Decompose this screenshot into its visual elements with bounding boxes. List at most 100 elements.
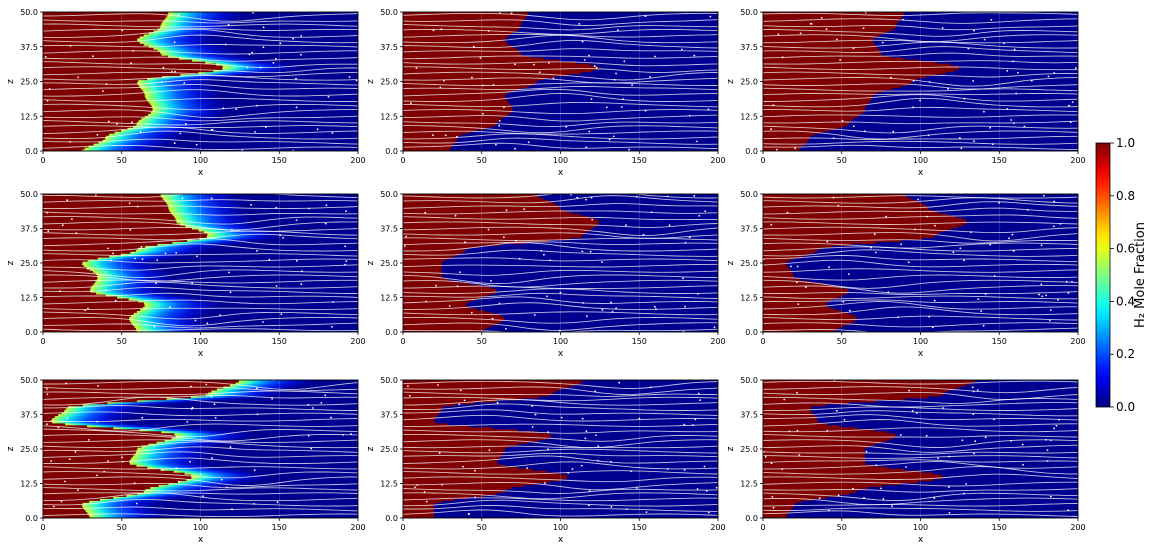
- x-tick-label: 100: [913, 523, 928, 532]
- heatmap-row: [876, 45, 1078, 49]
- y-tick-label: 50.0: [20, 190, 38, 199]
- y-axis-label: z: [726, 79, 736, 84]
- heatmap-row: [447, 423, 718, 426]
- heatmap-row: [800, 500, 1078, 503]
- heatmap-row: [935, 61, 1078, 65]
- heatmap-row: [834, 308, 1078, 311]
- heatmap-row: [468, 496, 718, 499]
- heatmap-row: [204, 61, 358, 65]
- heatmap-row: [966, 219, 1078, 223]
- heatmap-row: [873, 464, 1078, 468]
- subplot: 0 50 100 150 200 0.0 12.5 25.0 37.5 50.0 x z: [6, 376, 366, 545]
- x-tick-label: 150: [632, 156, 647, 165]
- heatmap-row: [137, 83, 358, 87]
- y-tick-label: 37.5: [20, 43, 38, 52]
- heatmap-row: [207, 391, 358, 395]
- heatmap-row: [175, 435, 358, 438]
- heatmap-row: [526, 13, 718, 17]
- x-tick-label: 100: [553, 523, 568, 532]
- heatmap-row: [522, 484, 718, 488]
- y-tick-label: 0.0: [385, 147, 398, 156]
- subplot: 0 50 100 150 200 0.0 12.5 25.0 37.5 50.0 x z: [366, 8, 726, 178]
- heatmap-row: [104, 137, 358, 140]
- heatmap-row: [504, 447, 718, 450]
- heatmap-row: [92, 270, 358, 274]
- heatmap-row: [527, 12, 718, 15]
- heatmap-row: [160, 194, 358, 197]
- heatmap-row: [892, 27, 1078, 31]
- heatmap-row: [137, 300, 358, 304]
- heatmap-row: [501, 320, 718, 323]
- y-tick-label: 12.5: [20, 112, 38, 121]
- heatmap-row: [173, 215, 358, 219]
- x-axis-label: x: [918, 535, 924, 545]
- heatmap-row: [597, 65, 718, 69]
- x-tick-label: 50: [477, 156, 487, 165]
- heatmap-row: [496, 399, 718, 403]
- heatmap-row: [136, 121, 358, 124]
- heatmap-row: [871, 97, 1078, 100]
- heatmap-row: [847, 312, 1078, 315]
- y-tick-label: 25.0: [20, 445, 38, 454]
- heatmap-row: [96, 276, 358, 280]
- heatmap-row: [550, 435, 718, 438]
- heatmap-row: [898, 19, 1078, 23]
- heatmap-row: [594, 217, 718, 221]
- stream-arrows: [763, 380, 1070, 514]
- heatmap-row: [167, 55, 358, 59]
- heatmap-row: [570, 211, 718, 215]
- heatmap-row: [142, 306, 358, 309]
- heatmap-row: [856, 427, 1078, 430]
- heatmap-row: [931, 209, 1078, 213]
- heatmap-row: [591, 69, 718, 73]
- x-tick-label: 100: [913, 156, 928, 165]
- heatmap-row: [179, 73, 358, 77]
- heatmap-row: [165, 201, 358, 205]
- heatmap-row: [847, 123, 1078, 126]
- heatmap-row: [787, 512, 1078, 515]
- heatmap-row: [511, 105, 718, 108]
- x-tick-label: 100: [193, 156, 208, 165]
- y-tick-label: 37.5: [740, 225, 758, 234]
- heatmap-row: [876, 91, 1078, 95]
- y-tick-label: 37.5: [380, 43, 398, 52]
- heatmap-row: [512, 107, 718, 110]
- heatmap-row: [881, 53, 1078, 57]
- heatmap-row: [433, 510, 718, 513]
- heatmap-row: [171, 213, 358, 217]
- heatmap-row: [872, 39, 1078, 43]
- heatmap-row: [160, 23, 358, 27]
- heatmap-row: [499, 314, 718, 317]
- heatmap-row: [491, 125, 718, 128]
- heatmap-row: [129, 251, 358, 254]
- heatmap-row: [449, 149, 718, 151]
- heatmap-row: [108, 133, 358, 136]
- heatmap-row: [435, 415, 718, 419]
- heatmap-row: [495, 290, 718, 294]
- x-tick-label: 150: [272, 337, 287, 346]
- heatmap-row: [144, 115, 358, 118]
- heatmap-row: [855, 316, 1078, 319]
- heatmap-row: [879, 51, 1078, 55]
- heatmap-row: [933, 235, 1078, 238]
- heatmap-row: [529, 55, 718, 59]
- y-tick-label: 37.5: [20, 225, 38, 234]
- streamlines: [43, 13, 358, 150]
- heatmap-row: [799, 278, 1078, 282]
- y-tick-label: 0.0: [745, 328, 758, 337]
- heatmap-row: [957, 225, 1078, 229]
- heatmap-row: [441, 270, 718, 274]
- heatmap-row: [473, 401, 718, 405]
- heatmap-row: [567, 73, 718, 77]
- heatmap-row: [144, 304, 358, 307]
- heatmap-row: [151, 109, 358, 112]
- y-axis-label: z: [366, 260, 376, 265]
- heatmap-row: [102, 139, 358, 142]
- heatmap-row: [184, 472, 358, 476]
- heatmap-row: [153, 29, 358, 33]
- heatmap-row: [500, 454, 718, 458]
- heatmap-row: [932, 478, 1078, 482]
- heatmap-row: [136, 447, 358, 450]
- x-tick-label: 0: [40, 337, 45, 346]
